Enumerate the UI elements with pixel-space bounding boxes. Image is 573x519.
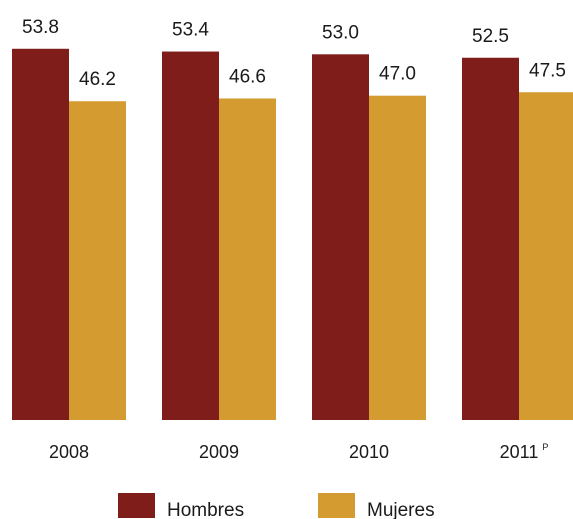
bars-layer <box>12 48 573 421</box>
value-label-mujeres-2010: 47.0 <box>379 64 416 85</box>
value-label-mujeres-2008: 46.2 <box>79 69 116 90</box>
bar-hombres-2011 <box>462 57 519 420</box>
category-label-2011: 2011 <box>500 442 539 462</box>
value-label-hombres-2009: 53.4 <box>172 20 209 41</box>
legend-label-mujeres: Mujeres <box>367 500 435 519</box>
value-labels-layer: 53.8 46.2 53.4 46.6 53.0 47.0 52.5 47.5 <box>22 17 566 90</box>
legend-label-hombres: Hombres <box>167 500 244 519</box>
value-label-hombres-2011: 52.5 <box>472 26 509 47</box>
legend-swatch-hombres <box>118 493 155 518</box>
category-superscript-2011: P <box>542 442 548 452</box>
bar-mujeres-2009 <box>219 98 276 421</box>
category-label-2009: 2009 <box>199 442 239 462</box>
bar-mujeres-2011 <box>519 92 573 420</box>
category-label-2010: 2010 <box>349 442 389 462</box>
bar-hombres-2008 <box>12 48 69 420</box>
legend: Hombres Mujeres <box>118 493 435 519</box>
category-labels-layer: 2008 2009 2010 2011 P <box>49 442 548 462</box>
bar-hombres-2010 <box>312 54 369 421</box>
bar-hombres-2009 <box>162 51 219 420</box>
value-label-mujeres-2009: 46.6 <box>229 66 266 87</box>
legend-swatch-mujeres <box>318 493 355 518</box>
value-label-hombres-2010: 53.0 <box>322 22 359 43</box>
value-label-hombres-2008: 53.8 <box>22 17 59 38</box>
bar-mujeres-2008 <box>69 101 126 420</box>
category-label-2008: 2008 <box>49 442 89 462</box>
value-label-mujeres-2011: 47.5 <box>529 60 566 81</box>
bar-mujeres-2010 <box>369 95 426 420</box>
